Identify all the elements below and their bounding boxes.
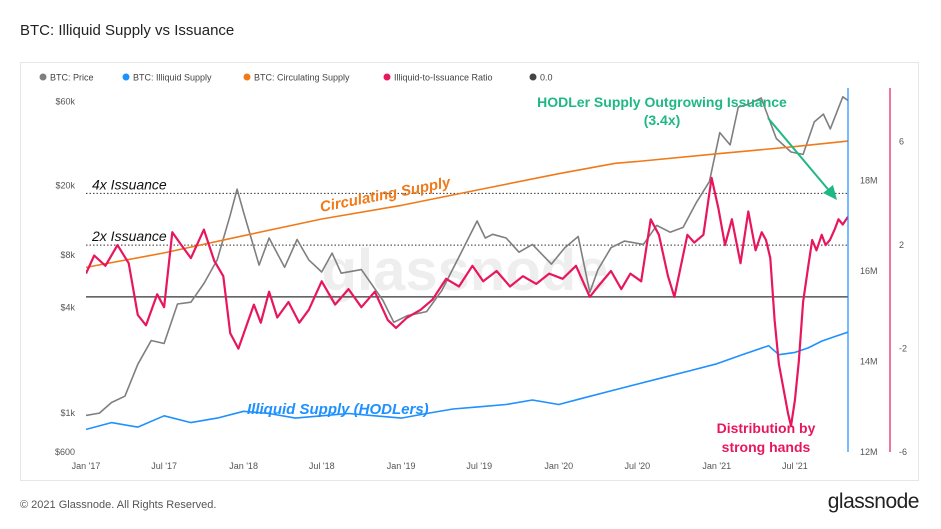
legend-item-label: BTC: Price: [50, 73, 94, 83]
supply-tick-label: 18M: [860, 176, 878, 186]
x-tick-label: Jul '21: [782, 461, 808, 471]
series-btc-illiquid-supply: [86, 331, 848, 431]
x-tick-label: Jul '20: [624, 461, 650, 471]
legend-marker: [383, 73, 391, 81]
ratio-tick-label: 6: [899, 137, 904, 147]
hodler-arrow-line: [767, 117, 833, 195]
copyright-text: © 2021 Glassnode. All Rights Reserved.: [20, 499, 217, 511]
hodler-arrow-head: [823, 185, 837, 200]
x-tick-label: Jul '18: [309, 461, 335, 471]
price-tick-label: $8k: [60, 250, 75, 260]
supply-tick-label: 14M: [860, 357, 878, 367]
price-tick-label: $60k: [55, 97, 75, 107]
circulating-supply-annotation: Circulating Supply: [319, 174, 453, 216]
supply-tick-label: 12M: [860, 447, 878, 457]
x-tick-label: Jan '21: [702, 461, 731, 471]
ratio-tick-label: -6: [899, 447, 907, 457]
illiquid-supply-annotation: Illiquid Supply (HODLers): [247, 401, 429, 418]
x-tick-label: Jul '19: [466, 461, 492, 471]
chart-legend: BTC: Price BTC: Illiquid Supply BTC: Circu…: [39, 73, 553, 83]
legend-marker: [122, 73, 130, 81]
x-tick-label: Jan '19: [387, 461, 416, 471]
ratio-tick-label: 2: [899, 240, 904, 250]
series-layer: [86, 96, 848, 431]
x-tick-label: Jan '20: [544, 461, 573, 471]
x-tick-label: Jul '17: [151, 461, 177, 471]
x-tick-label: Jan '18: [229, 461, 258, 471]
ratio-tick-label: -2: [899, 344, 907, 354]
axes: Jan '17 Jul '17 Jan '18 Jul '18 Jan '19 Jul '…: [55, 88, 907, 471]
brand-logo: glassnode: [827, 490, 920, 513]
chart-panel: [20, 62, 919, 481]
hodler-annotation-value: (3.4x): [644, 112, 681, 128]
series-btc-price: [86, 96, 848, 417]
legend-item-label: BTC: Illiquid Supply: [133, 73, 212, 83]
hodler-annotation: HODLer Supply Outgrowing Issuance: [537, 94, 787, 110]
page-title: BTC: Illiquid Supply vs Issuance: [20, 22, 235, 39]
series-illiquid-to-issuance-ratio: [86, 176, 848, 428]
legend-item-label: Illiquid-to-Issuance Ratio: [394, 73, 493, 83]
series-btc-circulating-supply: [86, 140, 848, 269]
legend-marker: [39, 73, 47, 81]
legend-marker: [243, 73, 251, 81]
legend-item-label: 0.0: [540, 73, 553, 83]
reference-line-label: 2x Issuance: [91, 228, 167, 244]
supply-tick-label: 16M: [860, 266, 878, 276]
reference-line-label: 4x Issuance: [92, 176, 167, 192]
reference-lines: 4x Issuance 2x Issuance: [86, 176, 848, 298]
legend-item-label: BTC: Circulating Supply: [254, 73, 350, 83]
price-tick-label: $20k: [55, 180, 75, 190]
legend-marker: [529, 73, 537, 81]
price-tick-label: $1k: [60, 408, 75, 418]
distribution-annotation: Distribution by: [717, 420, 816, 436]
x-tick-label: Jan '17: [72, 461, 101, 471]
distribution-annotation-line2: strong hands: [722, 439, 811, 455]
price-tick-label: $600: [55, 447, 75, 457]
watermark: glassnode: [322, 238, 609, 303]
price-tick-label: $4k: [60, 303, 75, 313]
